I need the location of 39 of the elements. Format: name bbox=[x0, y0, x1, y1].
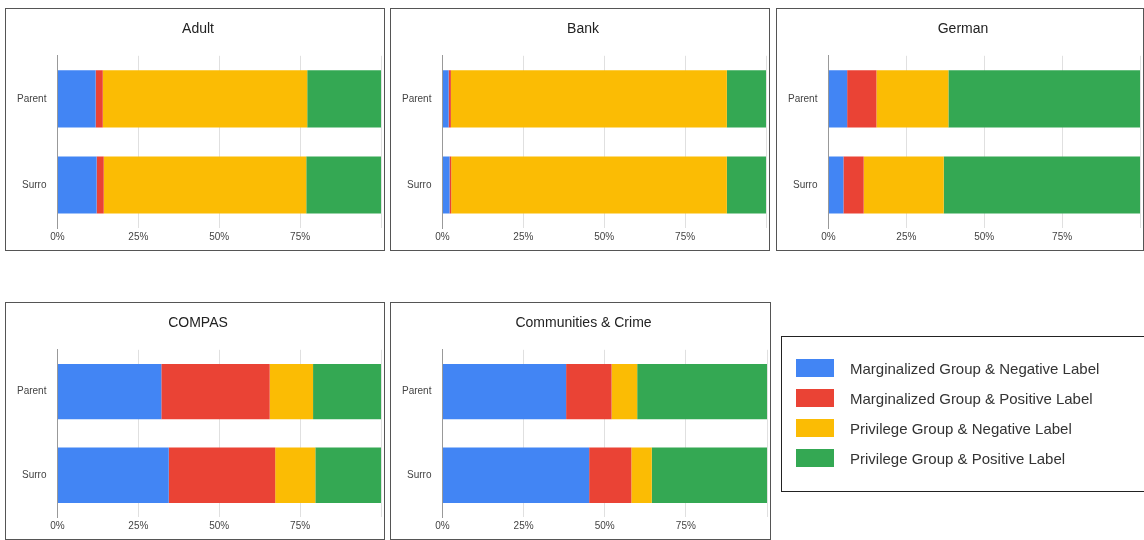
y-tick-label: Surro bbox=[793, 178, 818, 190]
chart-title: Bank bbox=[567, 20, 600, 37]
x-tick-label: 75% bbox=[675, 519, 696, 531]
x-tick-label: 0% bbox=[50, 230, 65, 242]
x-tick-label: 0% bbox=[821, 230, 836, 242]
y-tick-label: Parent bbox=[16, 385, 47, 397]
y-tick-label: Parent bbox=[401, 385, 432, 397]
x-tick-label: 50% bbox=[209, 519, 230, 531]
y-tick-label: Surro bbox=[407, 178, 432, 190]
x-tick-label: 25% bbox=[128, 230, 149, 242]
chart-title: COMPAS bbox=[168, 314, 228, 331]
x-tick-label: 75% bbox=[290, 230, 311, 242]
x-tick-label: 25% bbox=[513, 519, 534, 531]
legend-label: Privilege Group & Negative Label bbox=[850, 419, 1072, 437]
y-tick-label: Surro bbox=[22, 178, 47, 190]
x-tick-label: 75% bbox=[290, 519, 311, 531]
legend-label: Marginalized Group & Negative Label bbox=[850, 359, 1100, 377]
x-tick-label: 25% bbox=[896, 230, 917, 242]
chart-title: German bbox=[937, 20, 989, 37]
x-tick-label: 50% bbox=[594, 230, 615, 242]
x-tick-label: 75% bbox=[1052, 230, 1073, 242]
y-tick-label: Surro bbox=[407, 468, 432, 480]
y-tick-label: Surro bbox=[22, 468, 47, 480]
x-tick-label: 50% bbox=[209, 230, 230, 242]
chart-title: Communities & Crime bbox=[515, 314, 652, 331]
x-tick-label: 50% bbox=[974, 230, 995, 242]
y-tick-label: Parent bbox=[16, 92, 47, 104]
x-tick-label: 0% bbox=[50, 519, 65, 531]
chart-title: Adult bbox=[182, 20, 215, 37]
x-tick-label: 75% bbox=[675, 230, 696, 242]
legend-label: Privilege Group & Positive Label bbox=[850, 449, 1066, 467]
x-tick-label: 25% bbox=[513, 230, 534, 242]
y-tick-label: Parent bbox=[787, 92, 818, 104]
x-tick-label: 0% bbox=[435, 519, 450, 531]
x-tick-label: 50% bbox=[594, 519, 615, 531]
x-tick-label: 0% bbox=[435, 230, 450, 242]
legend-label: Marginalized Group & Positive Label bbox=[850, 389, 1093, 407]
y-tick-label: Parent bbox=[401, 92, 432, 104]
x-tick-label: 25% bbox=[128, 519, 149, 531]
